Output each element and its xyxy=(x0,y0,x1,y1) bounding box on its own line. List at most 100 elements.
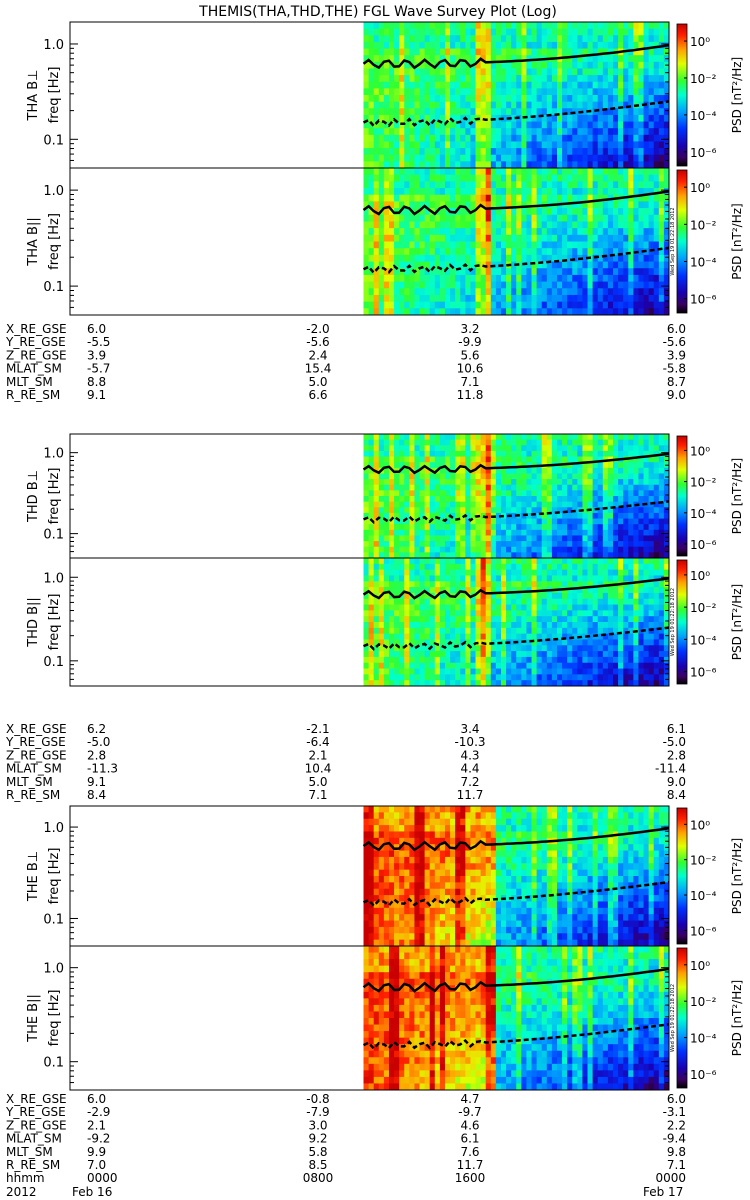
spectrogram-cell xyxy=(556,656,563,664)
spectrogram-cell xyxy=(572,434,578,441)
spectrogram-cell xyxy=(383,434,390,441)
spectrogram-cell xyxy=(485,484,492,491)
colorbar-tick-label: 10⁰ xyxy=(690,444,710,458)
spectrogram-cell xyxy=(536,524,543,531)
spectrogram-cell xyxy=(414,598,420,605)
spectrogram-cell xyxy=(383,581,390,588)
spectrogram-cell xyxy=(592,439,599,446)
spectrogram-cell xyxy=(475,88,482,96)
spectrogram-cell xyxy=(607,434,614,441)
spectrogram-cell xyxy=(455,616,461,623)
spectrogram-cell xyxy=(394,294,400,303)
spectrogram-cell xyxy=(633,154,639,162)
spectrogram-cell xyxy=(546,552,553,559)
spectrogram-cell xyxy=(643,201,650,209)
spectrogram-cell xyxy=(582,208,588,216)
spectrogram-cell xyxy=(460,674,466,681)
spectrogram-cell xyxy=(623,214,629,222)
spectrogram-cell xyxy=(460,208,466,216)
spectrogram-cell xyxy=(628,154,634,162)
spectrogram-cell xyxy=(551,518,558,525)
spectrogram-cell xyxy=(450,552,456,559)
spectrogram-cell xyxy=(363,512,369,519)
spectrogram-cell xyxy=(470,518,476,525)
spectrogram-cell xyxy=(638,450,644,457)
spectrogram-cell xyxy=(409,524,415,531)
spectrogram-cell xyxy=(531,633,538,640)
spectrogram-cell xyxy=(577,473,583,480)
spectrogram-cell xyxy=(663,456,670,463)
spectrogram-cell xyxy=(444,308,451,316)
spectrogram-cell xyxy=(485,241,492,249)
spectrogram-cell xyxy=(465,604,471,611)
spectrogram-cell xyxy=(500,161,507,169)
spectrogram-cell xyxy=(618,501,624,508)
spectrogram-cell xyxy=(429,484,436,491)
spectrogram-cell xyxy=(592,148,599,156)
spectrogram-cell xyxy=(409,479,415,486)
spectrogram-cell xyxy=(439,208,446,216)
spectrogram-cell xyxy=(506,201,512,209)
spectrogram-cell xyxy=(607,121,614,129)
spectrogram-cell xyxy=(653,518,660,525)
spectrogram-cell xyxy=(658,75,665,83)
spectrogram-cell xyxy=(378,274,385,282)
spectrogram-cell xyxy=(521,656,527,664)
spectrogram-cell xyxy=(506,61,512,69)
spectrogram-cell xyxy=(658,434,665,441)
spectrogram-cell xyxy=(577,541,583,548)
spectrogram-cell xyxy=(419,214,426,222)
spectrogram-cell xyxy=(567,301,573,309)
spectrogram-cell xyxy=(607,141,614,149)
spectrogram-cell xyxy=(618,121,624,129)
spectrogram-cell xyxy=(383,569,390,576)
spectrogram-cell xyxy=(409,546,415,553)
spectrogram-cell xyxy=(450,168,456,176)
spectrogram-cell xyxy=(587,450,594,457)
spectrogram-cell xyxy=(567,445,573,452)
spectrogram-cell xyxy=(618,308,624,316)
spectrogram-cell xyxy=(404,651,410,658)
spectrogram-cell xyxy=(455,88,461,96)
spectrogram-cell xyxy=(450,141,456,149)
spectrogram-cell xyxy=(495,598,502,605)
spectrogram-cell xyxy=(485,75,492,83)
spectrogram-cell xyxy=(490,28,497,36)
spectrogram-cell xyxy=(511,301,517,309)
spectrogram-cell xyxy=(628,88,634,96)
spectrogram-cell xyxy=(516,108,522,116)
spectrogram-cell xyxy=(536,168,543,176)
spectrogram-cell xyxy=(618,484,624,491)
spectrogram-cell xyxy=(638,88,644,96)
spectrogram-cell xyxy=(388,604,395,611)
spectrogram-cell xyxy=(485,148,492,156)
spectrogram-cell xyxy=(480,587,487,594)
spectrogram-cell xyxy=(526,228,532,236)
spectrogram-cell xyxy=(450,622,456,629)
spectrogram-cell xyxy=(394,587,400,594)
spectrogram-cell xyxy=(373,552,380,559)
spectrogram-cell xyxy=(404,456,410,463)
spectrogram-cell xyxy=(623,55,629,63)
spectrogram-cell xyxy=(511,490,517,497)
spectrogram-cell xyxy=(455,507,461,514)
spectrogram-cell xyxy=(582,254,588,262)
spectrogram-cell xyxy=(546,95,553,103)
spectrogram-cell xyxy=(658,108,665,116)
spectrogram-cell xyxy=(506,546,512,553)
spectrogram-cell xyxy=(638,524,644,531)
spectrogram-cell xyxy=(450,496,456,503)
spectrogram-cell xyxy=(465,581,471,588)
spectrogram-cell xyxy=(363,88,369,96)
spectrogram-cell xyxy=(633,234,639,242)
spectrogram-cell xyxy=(516,604,522,611)
spectrogram-cell xyxy=(556,558,563,565)
spectrogram-cell xyxy=(577,134,583,142)
spectrogram-cell xyxy=(475,546,482,553)
spectrogram-cell xyxy=(394,114,400,122)
spectrogram-cell xyxy=(577,248,583,256)
spectrogram-cell xyxy=(551,627,558,635)
spectrogram-cell xyxy=(592,214,599,222)
spectrogram-cell xyxy=(526,114,532,122)
